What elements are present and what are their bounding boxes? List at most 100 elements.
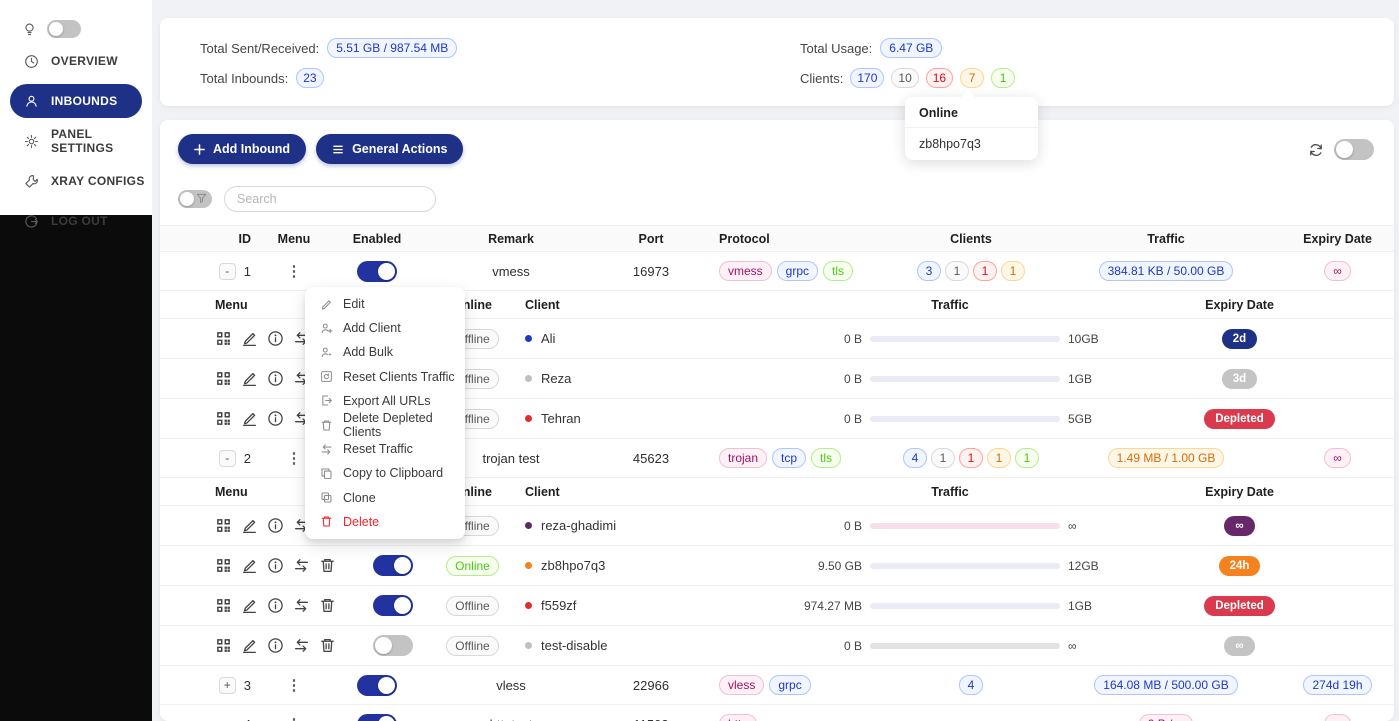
client-name: zb8hpo7q3 <box>541 558 606 573</box>
inbound-remark: vmess <box>492 263 530 279</box>
inbound-enabled-toggle[interactable] <box>357 260 397 282</box>
traffic-used: 0 B <box>843 331 862 346</box>
info-icon[interactable] <box>267 517 284 534</box>
edit-icon[interactable] <box>241 517 258 534</box>
sent-received-value: 5.51 GB / 987.54 MB <box>327 38 458 58</box>
reset-traffic-icon[interactable] <box>293 410 310 427</box>
inbound-enabled-toggle[interactable] <box>357 674 397 696</box>
reset-traffic-icon[interactable] <box>293 517 310 534</box>
add-inbound-button[interactable]: Add Inbound <box>178 134 307 164</box>
clients-count-total[interactable]: 170 <box>850 68 885 88</box>
expand-row-button[interactable]: + <box>218 676 236 694</box>
info-icon[interactable] <box>267 330 284 347</box>
menu-item-reset-clients-traffic[interactable]: Reset Clients Traffic <box>305 365 465 389</box>
qrcode-icon[interactable] <box>215 517 232 534</box>
client-status-tag: Online <box>446 555 499 576</box>
qrcode-icon[interactable] <box>215 557 232 574</box>
menu-item-add-client[interactable]: Add Client <box>305 316 465 340</box>
info-icon[interactable] <box>267 370 284 387</box>
client-enabled-toggle[interactable] <box>372 635 413 656</box>
theme-toggle[interactable] <box>47 20 81 38</box>
info-icon[interactable] <box>267 410 284 427</box>
expiry-tag: ∞ <box>1324 261 1351 281</box>
sidebar-item-log-out[interactable]: LOG OUT <box>0 204 152 238</box>
delete-client-icon[interactable] <box>319 597 336 614</box>
sidebar-item-panel-settings[interactable]: PANEL SETTINGS <box>0 124 152 158</box>
traffic-tag: 164.08 MB / 500.00 GB <box>1094 675 1238 695</box>
client-enabled-toggle[interactable] <box>372 555 413 576</box>
info-icon[interactable] <box>267 557 284 574</box>
edit-icon[interactable] <box>241 637 258 654</box>
edit-icon[interactable] <box>241 370 258 387</box>
info-icon[interactable] <box>267 637 284 654</box>
edit-icon[interactable] <box>241 557 258 574</box>
inbound-id: 2 <box>243 450 251 466</box>
clients-count-expiring[interactable]: 7 <box>960 68 985 88</box>
sent-received-label: Total Sent/Received: <box>200 40 320 56</box>
reset-traffic-icon[interactable] <box>293 370 310 387</box>
row-menu-dots[interactable]: ⋮ <box>286 677 302 694</box>
qrcode-icon[interactable] <box>215 370 232 387</box>
sub-col-menu: Menu <box>215 297 248 312</box>
gear-icon <box>24 134 39 149</box>
edit-icon[interactable] <box>241 330 258 347</box>
general-actions-button[interactable]: General Actions <box>316 134 464 164</box>
sidebar-item-overview[interactable]: OVERVIEW <box>0 44 152 78</box>
menu-item-add-bulk[interactable]: Add Bulk <box>305 340 465 364</box>
info-icon[interactable] <box>267 597 284 614</box>
row-menu-dots[interactable]: ⋮ <box>286 450 302 467</box>
menu-item-edit[interactable]: Edit <box>305 292 465 316</box>
sidebar-item-inbounds[interactable]: INBOUNDS <box>10 84 142 118</box>
client-color-dot <box>525 415 532 422</box>
total-usage-value: 6.47 GB <box>880 38 943 58</box>
clone-icon <box>320 491 333 504</box>
reset-traffic-icon[interactable] <box>293 597 310 614</box>
menu-item-delete[interactable]: Delete <box>305 510 465 534</box>
clients-count-online[interactable]: 1 <box>991 68 1016 88</box>
protocol-tag: grpc <box>776 261 819 281</box>
qrcode-icon[interactable] <box>215 410 232 427</box>
refresh-icon[interactable] <box>1308 142 1324 158</box>
traffic-tag: 0 B / ∞ <box>1138 714 1194 721</box>
qrcode-icon[interactable] <box>215 330 232 347</box>
menu-item-export-urls[interactable]: Export All URLs <box>305 389 465 413</box>
client-expiry-tag: ∞ <box>1224 515 1255 536</box>
pencil-icon <box>320 298 333 311</box>
delete-client-icon[interactable] <box>319 637 336 654</box>
qrcode-icon[interactable] <box>215 597 232 614</box>
search-input[interactable] <box>224 186 436 212</box>
traffic-progress-bar <box>870 415 1060 422</box>
sidebar-item-label: PANEL SETTINGS <box>51 127 114 155</box>
clients-count-default[interactable]: 10 <box>891 68 919 88</box>
collapse-row-button[interactable]: - <box>218 262 236 280</box>
sidebar-item-xray-configs[interactable]: XRAY CONFIGS <box>0 164 152 198</box>
menu-item-clone[interactable]: Clone <box>305 486 465 510</box>
client-status-tag: Offline <box>446 595 499 616</box>
menu-item-copy-to-clipboard[interactable]: Copy to Clipboard <box>305 461 465 485</box>
inbound-enabled-toggle[interactable] <box>357 713 397 721</box>
reset-traffic-icon[interactable] <box>293 330 310 347</box>
qrcode-icon[interactable] <box>215 637 232 654</box>
menu-item-reset-traffic[interactable]: Reset Traffic <box>305 437 465 461</box>
swap-icon <box>320 443 333 456</box>
delete-client-icon[interactable] <box>319 557 336 574</box>
menu-item-delete-depleted-clients[interactable]: Delete Depleted Clients <box>305 411 465 439</box>
funnel-icon <box>196 193 207 204</box>
row-menu-dots[interactable]: ⋮ <box>286 263 302 280</box>
traffic-used: 0 B <box>843 411 862 426</box>
edit-icon[interactable] <box>241 410 258 427</box>
collapse-row-button[interactable]: - <box>218 449 236 467</box>
reset-traffic-icon[interactable] <box>293 557 310 574</box>
client-count-tag: 1 <box>931 448 955 468</box>
sub-col-client: Client <box>525 484 560 499</box>
client-count-tag: 1 <box>973 261 997 281</box>
traffic-progress-bar <box>870 642 1060 649</box>
traffic-total: 10GB <box>1068 331 1099 346</box>
row-menu-dots[interactable]: ⋮ <box>287 715 302 721</box>
auto-refresh-toggle[interactable] <box>1334 139 1374 160</box>
filter-depleted-toggle[interactable] <box>178 190 212 208</box>
client-enabled-toggle[interactable] <box>372 595 413 616</box>
reset-traffic-icon[interactable] <box>293 637 310 654</box>
clients-count-depleted[interactable]: 16 <box>925 68 954 88</box>
edit-icon[interactable] <box>241 597 258 614</box>
